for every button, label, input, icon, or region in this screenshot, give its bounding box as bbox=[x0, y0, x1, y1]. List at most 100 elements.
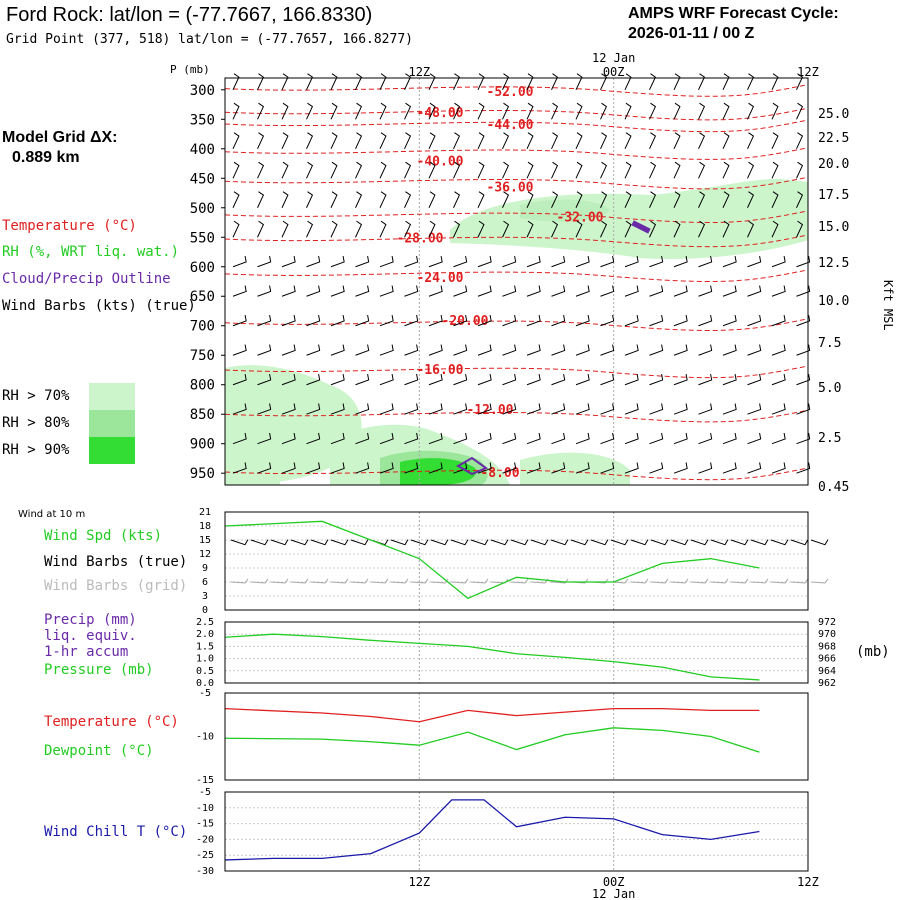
wind-barb bbox=[551, 432, 566, 445]
wind-barb bbox=[722, 344, 737, 356]
wind-barb bbox=[257, 462, 272, 474]
wind-barb bbox=[379, 161, 387, 179]
wind-barb bbox=[551, 344, 566, 356]
wind-barb bbox=[673, 73, 681, 91]
wind-barb bbox=[257, 191, 265, 208]
wind-barb bbox=[306, 344, 321, 356]
height-tick-label: 5.0 bbox=[818, 381, 841, 396]
wind-barb bbox=[502, 102, 510, 120]
wind-barb bbox=[453, 403, 468, 415]
wind-barb bbox=[649, 344, 664, 356]
precip-tick-label: 0.0 bbox=[196, 678, 214, 689]
wind10m-barb-true bbox=[490, 539, 509, 546]
wind-barb bbox=[551, 285, 566, 297]
wind-barb bbox=[379, 73, 387, 91]
wind-barb bbox=[306, 314, 321, 327]
wind-barb bbox=[281, 432, 296, 445]
windchill-line bbox=[224, 799, 760, 861]
rh90-swatch bbox=[89, 437, 135, 464]
wind-barb bbox=[624, 220, 632, 238]
wind-barb bbox=[477, 191, 485, 208]
wind-barb bbox=[698, 132, 706, 149]
wind10m-barb-true bbox=[730, 539, 749, 546]
wind-barb bbox=[330, 462, 345, 474]
wind-barb bbox=[453, 191, 461, 208]
wind-barb bbox=[477, 102, 485, 120]
wind10m-barb-true bbox=[310, 539, 329, 546]
wind-barb bbox=[600, 191, 608, 208]
pressure-tick-label: 700 bbox=[190, 319, 215, 335]
wind-barb bbox=[698, 220, 706, 238]
wind10m-barb-grid bbox=[430, 578, 449, 584]
wind10m-barb-true bbox=[570, 539, 589, 546]
wind10m-tick-label: 12 bbox=[199, 549, 211, 560]
wind-barb bbox=[575, 161, 583, 179]
wind10m-tick-label: 18 bbox=[199, 521, 211, 532]
wind-barb bbox=[649, 255, 664, 268]
wind-barb bbox=[600, 344, 615, 356]
wind-barb bbox=[747, 344, 762, 356]
wind-barb bbox=[306, 161, 314, 179]
wind-barb bbox=[453, 255, 468, 268]
wind-barb bbox=[232, 255, 247, 268]
wind-barb bbox=[796, 285, 811, 297]
wind-barb bbox=[771, 432, 786, 445]
wind-barb bbox=[698, 344, 713, 356]
isotherm-line bbox=[224, 107, 809, 121]
wind10m-barb-grid bbox=[470, 578, 489, 584]
wind-barb bbox=[330, 161, 338, 179]
wind-barb bbox=[526, 373, 541, 386]
wind-barb bbox=[796, 373, 811, 386]
wind-barb bbox=[575, 191, 583, 208]
wind-barb bbox=[379, 344, 394, 356]
wind-speed-label: Wind Spd (kts) bbox=[44, 528, 163, 544]
height-axis-title: Kft MSL bbox=[881, 280, 895, 331]
wind-barb bbox=[379, 285, 394, 297]
windchill-tick-label: -5 bbox=[199, 787, 211, 798]
height-tick-label: 15.0 bbox=[818, 220, 849, 235]
wind10m-barb-true bbox=[650, 539, 669, 546]
wind-barb bbox=[649, 73, 657, 91]
wind-barb bbox=[232, 373, 247, 386]
rh80-swatch bbox=[89, 410, 135, 437]
wind-barb bbox=[232, 344, 247, 356]
wind-barb bbox=[502, 255, 517, 268]
wind10m-barb-true bbox=[350, 539, 369, 546]
wind-barb bbox=[526, 191, 534, 208]
wind-barb bbox=[453, 132, 461, 149]
height-tick-label: 7.5 bbox=[818, 336, 841, 351]
windchill-tick-label: -30 bbox=[196, 866, 214, 877]
wind-barb bbox=[330, 314, 345, 327]
wind-barb bbox=[722, 102, 730, 120]
temp-frame bbox=[224, 692, 809, 781]
wind-barb bbox=[575, 403, 590, 415]
wind-barb bbox=[747, 191, 755, 208]
isotherm-label: -24.00 bbox=[417, 271, 464, 286]
wind-barb bbox=[575, 220, 583, 238]
wind10m-barb-true bbox=[670, 539, 689, 546]
wind10m-tick-label: 15 bbox=[199, 535, 211, 546]
wind-barb bbox=[796, 255, 811, 268]
height-tick-label: 12.5 bbox=[818, 256, 849, 271]
pressure-right-tick-label: 968 bbox=[818, 641, 836, 652]
wind-barb bbox=[257, 73, 265, 91]
wind-barb bbox=[477, 132, 485, 149]
temp-tick-label: -5 bbox=[199, 688, 211, 699]
wind-barb bbox=[698, 314, 713, 327]
wind10m-barb-grid bbox=[370, 578, 389, 584]
wind-barb bbox=[771, 285, 786, 297]
wind-barb bbox=[575, 373, 590, 386]
wind-barb bbox=[232, 432, 247, 445]
wind-barb bbox=[330, 344, 345, 356]
wind-barb bbox=[771, 73, 779, 91]
wind-barb bbox=[306, 220, 314, 238]
windchill-frame bbox=[224, 791, 809, 872]
wind10m-tick-label: 3 bbox=[202, 591, 208, 602]
wind10m-barb-true bbox=[270, 539, 289, 546]
precip-label: Precip (mm) bbox=[44, 612, 137, 628]
wind-barb bbox=[624, 132, 632, 149]
wind-barb bbox=[526, 73, 534, 91]
wind-barb bbox=[575, 255, 590, 268]
wind-barb bbox=[257, 161, 265, 179]
wind-barb bbox=[355, 220, 363, 238]
